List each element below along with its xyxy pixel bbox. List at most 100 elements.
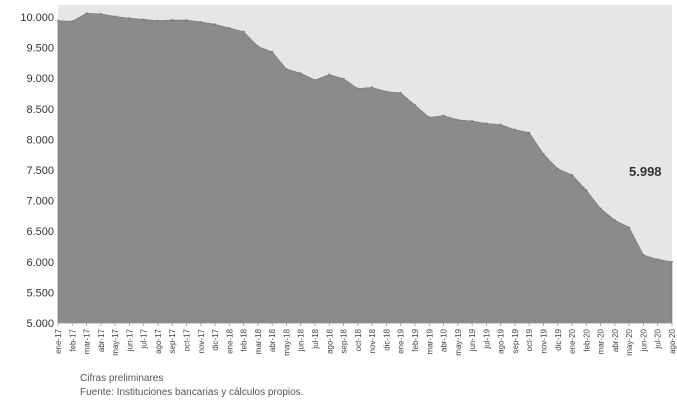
- data-point: [285, 67, 288, 71]
- data-point: [556, 167, 559, 170]
- data-point: [128, 17, 131, 20]
- x-tick-label: jul-17: [140, 328, 149, 349]
- data-point: [399, 91, 402, 95]
- x-tick-label: dic-19: [554, 328, 563, 350]
- y-tick-label: 9.000: [26, 73, 54, 85]
- data-point: [470, 119, 474, 123]
- data-point: [171, 18, 174, 22]
- x-tick-label: ene-19: [397, 328, 406, 353]
- data-point: [585, 189, 588, 192]
- y-tick-label: 5.000: [26, 318, 54, 330]
- data-point: [485, 122, 488, 125]
- x-tick-label: mar-18: [254, 328, 263, 354]
- data-point: [428, 116, 431, 119]
- data-point: [328, 73, 331, 76]
- x-tick-label: ene-20: [568, 328, 577, 353]
- y-tick-label: 10.000: [20, 12, 54, 24]
- x-tick-label: may-17: [111, 328, 120, 355]
- y-tick-label: 6.500: [26, 226, 54, 238]
- x-tick-label: may-20: [625, 328, 634, 355]
- note-source: Fuente: Instituciones bancarias y cálcul…: [80, 387, 304, 398]
- data-point: [656, 258, 659, 261]
- x-tick-label: ene-18: [225, 328, 234, 353]
- x-tick-label: mar-19: [425, 328, 434, 354]
- x-tick-label: sep-17: [168, 328, 177, 353]
- data-point: [670, 260, 674, 264]
- x-tick-label: jun-20: [639, 328, 648, 352]
- data-point: [570, 173, 574, 177]
- x-tick-label: sep-18: [340, 328, 349, 353]
- x-tick-label: oct-18: [354, 328, 363, 351]
- note-preliminary: Cifras preliminares: [80, 373, 164, 384]
- data-point: [199, 20, 202, 24]
- y-tick-label: 8.500: [26, 104, 54, 116]
- data-point: [156, 19, 160, 22]
- data-point: [228, 26, 231, 30]
- x-tick-label: jun-19: [468, 328, 477, 352]
- y-tick-label: 7.000: [26, 196, 54, 208]
- data-point: [356, 87, 360, 90]
- data-point: [71, 20, 74, 23]
- data-point: [413, 103, 417, 107]
- data-point: [542, 152, 545, 156]
- data-point: [185, 18, 188, 22]
- x-tick-label: nov-17: [197, 328, 206, 353]
- data-point: [528, 131, 531, 134]
- x-tick-label: jun-18: [297, 328, 306, 352]
- x-tick-label: abr-10: [440, 328, 449, 352]
- data-point: [456, 118, 460, 122]
- data-point: [613, 218, 617, 222]
- data-point: [513, 128, 517, 131]
- x-tick-label: nov-19: [539, 328, 548, 353]
- data-point: [342, 77, 345, 81]
- x-tick-label: jul-19: [482, 328, 491, 349]
- x-tick-label: ago-19: [497, 328, 506, 353]
- x-tick-label: ago-18: [325, 328, 334, 353]
- data-point: [385, 90, 388, 93]
- x-tick-label: feb-18: [240, 328, 249, 351]
- x-tick-label: ago-20: [668, 328, 677, 353]
- y-tick-label: 6.000: [26, 257, 54, 269]
- data-point: [142, 18, 145, 21]
- x-tick-label: feb-20: [582, 328, 591, 351]
- x-tick-label: oct-19: [525, 328, 534, 351]
- data-point: [299, 72, 302, 75]
- y-tick-label: 7.500: [26, 165, 54, 177]
- x-tick-label: may-18: [282, 328, 291, 355]
- data-point: [442, 114, 445, 117]
- data-point: [627, 226, 631, 229]
- x-tick-label: may-19: [454, 328, 463, 355]
- data-point: [85, 12, 88, 15]
- x-tick-label: abr-18: [268, 328, 277, 352]
- x-tick-label: ene-17: [54, 328, 63, 353]
- x-tick-label: dic-17: [211, 328, 220, 350]
- y-tick-label: 5.500: [26, 287, 54, 299]
- x-tick-label: jul-18: [311, 328, 320, 349]
- data-point: [313, 78, 317, 82]
- data-point: [242, 30, 245, 33]
- x-tick-label: jun-17: [125, 328, 134, 352]
- data-point: [99, 12, 103, 16]
- data-point: [270, 50, 274, 54]
- x-tick-label: feb-17: [68, 328, 77, 351]
- data-point: [370, 86, 374, 89]
- x-tick-label: ago-17: [154, 328, 163, 353]
- value-annotation: 5.998: [629, 164, 662, 179]
- data-point: [256, 45, 260, 48]
- x-tick-label: dic-18: [382, 328, 391, 350]
- data-point: [599, 207, 602, 210]
- x-tick-label: abr-17: [97, 328, 106, 352]
- data-point: [213, 23, 217, 26]
- x-tick-label: abr-20: [611, 328, 620, 352]
- x-tick-label: nov-18: [368, 328, 377, 353]
- y-tick-label: 8.000: [26, 134, 54, 146]
- x-tick-label: mar-20: [597, 328, 606, 354]
- x-tick-label: sep-19: [511, 328, 520, 353]
- x-tick-label: feb-19: [411, 328, 420, 351]
- data-point: [113, 15, 117, 18]
- x-tick-label: jul-20: [654, 328, 663, 349]
- data-point: [499, 123, 502, 126]
- x-tick-label: oct-17: [183, 328, 192, 351]
